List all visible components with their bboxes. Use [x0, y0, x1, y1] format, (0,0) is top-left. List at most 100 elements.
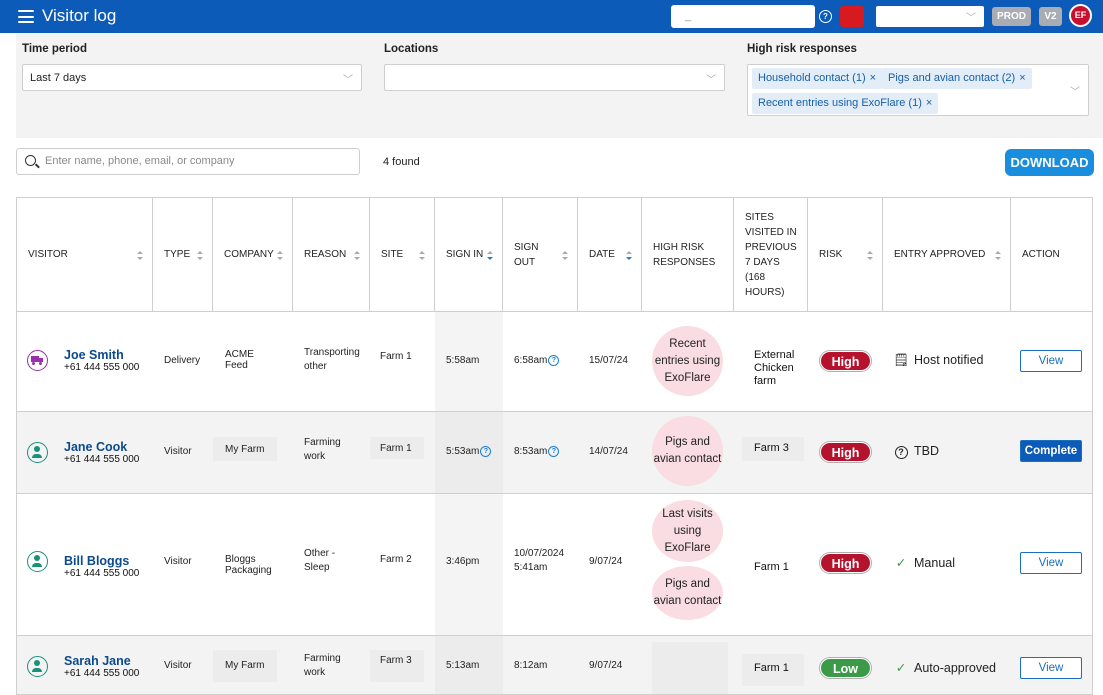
- column-header-date[interactable]: DATE: [578, 198, 642, 311]
- high-risk-response-bubble: Pigs and avian contact: [652, 416, 723, 486]
- date-cell: 9/07/24: [589, 660, 623, 671]
- sort-icon[interactable]: [137, 251, 143, 261]
- check-icon: ✓: [895, 556, 907, 570]
- reason-cell: Farming work: [304, 653, 341, 678]
- sort-icon[interactable]: [867, 251, 873, 261]
- sort-icon[interactable]: [626, 251, 632, 261]
- locations-select[interactable]: ﹀: [384, 64, 725, 91]
- help-icon[interactable]: ?: [480, 445, 492, 457]
- search-input[interactable]: Enter name, phone, email, or company: [16, 148, 360, 175]
- download-button[interactable]: DOWNLOAD: [1005, 149, 1094, 176]
- column-header-risk[interactable]: RISK: [808, 198, 883, 311]
- sign-out-cell: 8:12am: [514, 660, 548, 671]
- high-risk-response-bubble: Recent entries using ExoFlare: [652, 326, 723, 396]
- sort-icon[interactable]: [487, 251, 493, 261]
- column-header-entry-approved[interactable]: ENTRY APPROVED: [883, 198, 1011, 311]
- risk-badge: High: [820, 553, 871, 573]
- column-header-visitor[interactable]: VISITOR: [17, 198, 153, 311]
- help-icon[interactable]: ?: [819, 10, 832, 23]
- visitor-name-link[interactable]: Joe Smith: [64, 348, 124, 362]
- person-icon: [27, 551, 48, 572]
- view-button[interactable]: View: [1020, 657, 1082, 679]
- sign-out-cell: 6:58am?: [514, 354, 560, 368]
- company-cell: My Farm: [225, 660, 265, 671]
- risk-badge: High: [820, 442, 871, 462]
- entry-approved-cell: ✓ Auto-approved: [892, 660, 996, 675]
- column-header-sites-visited: SITES VISITED IN PREVIOUS 7 DAYS (168 HO…: [734, 198, 808, 311]
- close-icon[interactable]: ×: [925, 97, 933, 109]
- column-header-company[interactable]: COMPANY: [213, 198, 293, 311]
- column-header-type[interactable]: TYPE: [153, 198, 213, 311]
- person-icon: [27, 656, 48, 677]
- filter-chip[interactable]: Recent entries using ExoFlare (1) ×: [752, 93, 939, 114]
- high-risk-response-bubble: Pigs and avian contact: [652, 566, 723, 620]
- type-cell: Visitor: [164, 446, 192, 457]
- site-cell: Farm 1: [380, 443, 412, 454]
- column-header-reason[interactable]: REASON: [293, 198, 370, 311]
- env-badge[interactable]: PROD: [992, 7, 1031, 26]
- chip-label: Pigs and avian contact (2): [888, 72, 1016, 84]
- column-header-high-risk-responses: HIGH RISK RESPONSES: [642, 198, 734, 311]
- view-button[interactable]: View: [1020, 552, 1082, 574]
- visitor-cell: Sarah Jane +61 444 555 000: [64, 654, 139, 680]
- date-cell: 14/07/24: [589, 446, 628, 457]
- table-row: Bill Bloggs +61 444 555 000 Visitor Blog…: [17, 494, 1092, 635]
- sites-visited-cell: External Chicken farm: [754, 349, 795, 387]
- locations-label: Locations: [384, 43, 439, 55]
- high-risk-multiselect[interactable]: Household contact (1) × Pigs and avian co…: [747, 64, 1089, 116]
- close-icon[interactable]: ×: [1019, 72, 1026, 84]
- column-header-sign-in[interactable]: SIGN IN: [435, 198, 503, 311]
- topbar-select[interactable]: ﹀: [876, 6, 984, 27]
- table-row: Jane Cook +61 444 555 000 Visitor My Far…: [17, 412, 1092, 493]
- site-cell: Farm 1: [380, 351, 412, 362]
- visitor-cell: Jane Cook +61 444 555 000: [64, 440, 139, 466]
- chip-label: Household contact (1): [758, 72, 866, 84]
- entry-approved-cell: ? TBD: [892, 444, 939, 459]
- chevron-down-icon: ﹀: [1070, 87, 1080, 98]
- time-period-select[interactable]: Last 7 days ﹀: [22, 64, 362, 91]
- sort-icon[interactable]: [419, 251, 425, 261]
- question-icon: ?: [892, 444, 910, 459]
- notification-icon: 🗒: [893, 353, 909, 367]
- visitor-name-link[interactable]: Bill Bloggs: [64, 554, 130, 568]
- view-button[interactable]: View: [1020, 350, 1082, 372]
- search-placeholder: Enter name, phone, email, or company: [45, 155, 235, 167]
- topbar-search-input[interactable]: _: [671, 5, 815, 28]
- site-cell: Farm 3: [380, 655, 412, 666]
- results-count: 4 found: [383, 156, 420, 168]
- sign-out-cell: 10/07/2024 5:41am: [514, 548, 565, 573]
- menu-icon[interactable]: [18, 10, 34, 23]
- user-avatar[interactable]: EF: [1069, 4, 1092, 27]
- column-header-site[interactable]: SITE: [370, 198, 435, 311]
- visitor-table: VISITOR TYPE COMPANY REASON SITE SIGN IN…: [16, 197, 1093, 695]
- table-row: Joe Smith +61 444 555 000 Delivery ACME …: [17, 312, 1092, 411]
- version-badge[interactable]: V2: [1039, 7, 1062, 26]
- filter-chip[interactable]: Household contact (1) ×: [752, 68, 883, 89]
- column-header-action: ACTION: [1022, 249, 1060, 260]
- complete-button[interactable]: Complete: [1020, 440, 1082, 462]
- high-risk-response-bubble: Last visits using ExoFlare: [652, 500, 723, 562]
- reason-cell: Transporting other: [304, 347, 360, 372]
- type-cell: Delivery: [164, 355, 201, 366]
- visitor-name-link[interactable]: Sarah Jane: [64, 654, 131, 668]
- column-header-sign-out[interactable]: SIGN OUT: [503, 198, 578, 311]
- chevron-down-icon: ﹀: [343, 75, 353, 86]
- help-icon[interactable]: ?: [548, 445, 560, 457]
- site-cell: Farm 2: [380, 554, 412, 565]
- help-icon[interactable]: ?: [548, 354, 560, 366]
- chevron-down-icon: ﹀: [966, 13, 976, 24]
- company-cell: ACME Feed: [225, 349, 254, 371]
- sort-icon[interactable]: [277, 251, 283, 261]
- sort-icon[interactable]: [354, 251, 360, 261]
- type-cell: Visitor: [164, 556, 192, 567]
- sort-icon[interactable]: [995, 251, 1001, 261]
- sort-icon[interactable]: [197, 251, 203, 261]
- flag-icon[interactable]: [840, 6, 864, 27]
- sort-icon[interactable]: [562, 251, 568, 261]
- check-icon: ✓: [895, 661, 907, 675]
- visitor-name-link[interactable]: Jane Cook: [64, 440, 128, 454]
- visitor-phone: +61 444 555 000: [64, 362, 140, 373]
- app-title: Visitor log: [42, 6, 117, 25]
- filter-chip[interactable]: Pigs and avian contact (2) ×: [882, 68, 1032, 89]
- close-icon[interactable]: ×: [869, 72, 877, 84]
